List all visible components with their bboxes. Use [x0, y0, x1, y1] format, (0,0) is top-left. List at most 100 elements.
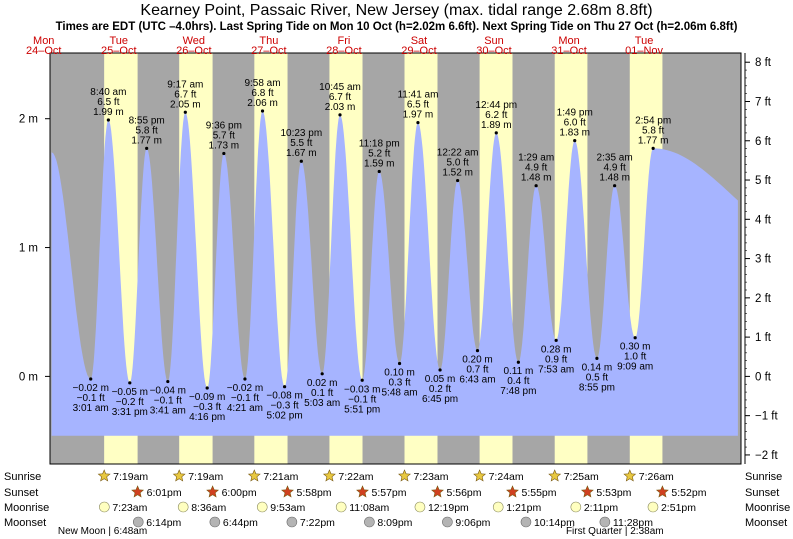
tide-height-m-label: 1.77 m: [131, 135, 162, 146]
day-date-label: 27–Oct: [251, 45, 286, 57]
tide-time-label: 9:36 pm: [206, 120, 242, 131]
tide-point: [613, 184, 617, 188]
tide-height-m-label: 0.20 m: [462, 355, 493, 366]
moonrise-time-label: 7:23am: [112, 502, 147, 514]
right-axis-label: 3 ft: [755, 254, 772, 266]
sunrise-icon: [623, 469, 637, 482]
tide-height-ft-label: 0.3 ft: [388, 378, 410, 389]
right-axis-label: 1 ft: [755, 332, 772, 344]
tide-labels: −0.02 m−0.1 ft3:01 am8:40 am6.5 ft1.99 m…: [72, 78, 671, 423]
tide-height-ft-label: −0.3 ft: [193, 402, 221, 413]
tide-point: [534, 184, 538, 188]
moonrise-icon: [414, 501, 426, 513]
tide-point: [128, 381, 132, 385]
sunset-time-label: 5:58pm: [297, 487, 332, 499]
right-axis-label: 6 ft: [755, 136, 772, 148]
tide-point: [106, 118, 110, 122]
right-axis-label: 8 ft: [755, 57, 772, 69]
tide-point: [416, 120, 420, 125]
tide-point: [260, 109, 265, 113]
day-name-label: Sun: [484, 35, 504, 47]
moonset-icon: [442, 516, 453, 528]
tide-height-m-label: 1.67 m: [286, 148, 317, 159]
moonrise-icon: [492, 501, 504, 513]
astro-row-label-right: Moonrise: [745, 502, 790, 514]
right-axis-label: −1 ft: [755, 411, 779, 423]
moonset-icon: [132, 516, 144, 528]
moonset-icon: [520, 516, 532, 528]
tide-height-ft-label: 5.7 ft: [213, 130, 235, 141]
moonrise-time-label: 2:11pm: [584, 502, 618, 514]
tide-time-label: 7:48 pm: [500, 386, 536, 397]
sunset-icon: [281, 485, 294, 498]
tide-height-m-label: 1.73 m: [209, 140, 240, 151]
tide-time-label: 1:29 am: [518, 153, 554, 164]
moon-phase-label: New Moon | 6:48am: [58, 526, 147, 537]
tide-time-label: 4:21 am: [227, 403, 263, 414]
tide-height-m-label: −0.09 m: [189, 392, 225, 403]
right-axis-label: 4 ft: [755, 214, 772, 226]
tide-point: [338, 113, 342, 117]
tide-height-ft-label: 1.0 ft: [624, 352, 646, 363]
tide-height-ft-label: 6.5 ft: [97, 97, 119, 108]
tide-point: [494, 131, 498, 135]
tide-point: [397, 361, 402, 366]
day-name-label: Mon: [33, 35, 54, 47]
day-date-label: 01–Nov: [625, 45, 663, 57]
moonset-time-label: 6:14pm: [146, 517, 181, 529]
tide-time-label: 9:09 am: [617, 362, 653, 373]
tide-height-m-label: 0.28 m: [541, 344, 572, 355]
tide-time-label: 6:43 am: [459, 375, 495, 386]
tide-time-label: 12:44 pm: [475, 100, 517, 111]
moonset-time-label: 8:09pm: [377, 517, 412, 529]
tide-height-m-label: −0.04 m: [150, 386, 186, 397]
sunset-time-label: 6:01pm: [147, 487, 182, 499]
sunrise-time-label: 7:25am: [564, 471, 599, 483]
tide-point: [456, 178, 460, 183]
tide-point: [438, 368, 442, 372]
sunset-time-label: 5:57pm: [372, 487, 407, 499]
tide-height-m-label: 1.52 m: [442, 168, 473, 179]
astro-row-label-right: Sunset: [745, 487, 779, 499]
tide-time-label: 9:17 am: [167, 79, 203, 90]
chart-subtitle: Times are EDT (UTC –4.0hrs). Last Spring…: [55, 21, 738, 33]
tide-point: [89, 377, 93, 381]
moonset-icon: [209, 516, 221, 528]
tide-height-m-label: 1.99 m: [93, 107, 124, 118]
tide-height-m-label: 0.30 m: [620, 342, 651, 353]
day-name-label: Fri: [337, 35, 350, 47]
day-name-label: Tue: [110, 35, 129, 47]
tide-point: [554, 338, 558, 342]
tide-time-label: 5:48 am: [381, 388, 417, 399]
tide-height-m-label: 0.10 m: [384, 368, 415, 379]
sunset-icon: [580, 485, 594, 498]
astro-row-label-left: Sunrise: [4, 471, 41, 483]
day-name-label: Mon: [558, 35, 579, 47]
astro-row-label-left: Moonrise: [4, 502, 49, 514]
tide-time-label: 10:45 am: [319, 82, 361, 93]
sunrise-time-label: 7:26am: [639, 471, 674, 483]
moonrise-time-label: 2:51pm: [661, 502, 696, 514]
tide-point: [595, 356, 599, 360]
day-date-label: 26–Oct: [176, 45, 211, 57]
tide-height-m-label: 0.14 m: [582, 362, 613, 373]
sunset-icon: [206, 485, 220, 498]
tide-height-ft-label: −0.1 ft: [348, 394, 376, 405]
tide-point: [282, 385, 287, 389]
tide-height-ft-label: −0.1 ft: [77, 393, 105, 404]
left-axis-label: 0 m: [19, 371, 38, 383]
moonset-icon: [364, 516, 375, 528]
tide-time-label: 7:53 am: [538, 364, 574, 375]
tide-point: [516, 360, 520, 364]
sunrise-time-label: 7:22am: [338, 471, 373, 483]
tide-time-label: 8:40 am: [90, 87, 126, 98]
tide-height-ft-label: −0.2 ft: [116, 397, 144, 408]
tide-time-label: 3:41 am: [150, 406, 186, 417]
tide-time-label: 5:51 pm: [344, 404, 380, 415]
tide-point: [299, 159, 303, 163]
moonrise-time-label: 11:08am: [349, 502, 389, 514]
sunset-icon: [655, 485, 669, 498]
tide-time-label: 10:23 pm: [280, 128, 322, 139]
tide-height-m-label: 0.11 m: [503, 366, 533, 377]
